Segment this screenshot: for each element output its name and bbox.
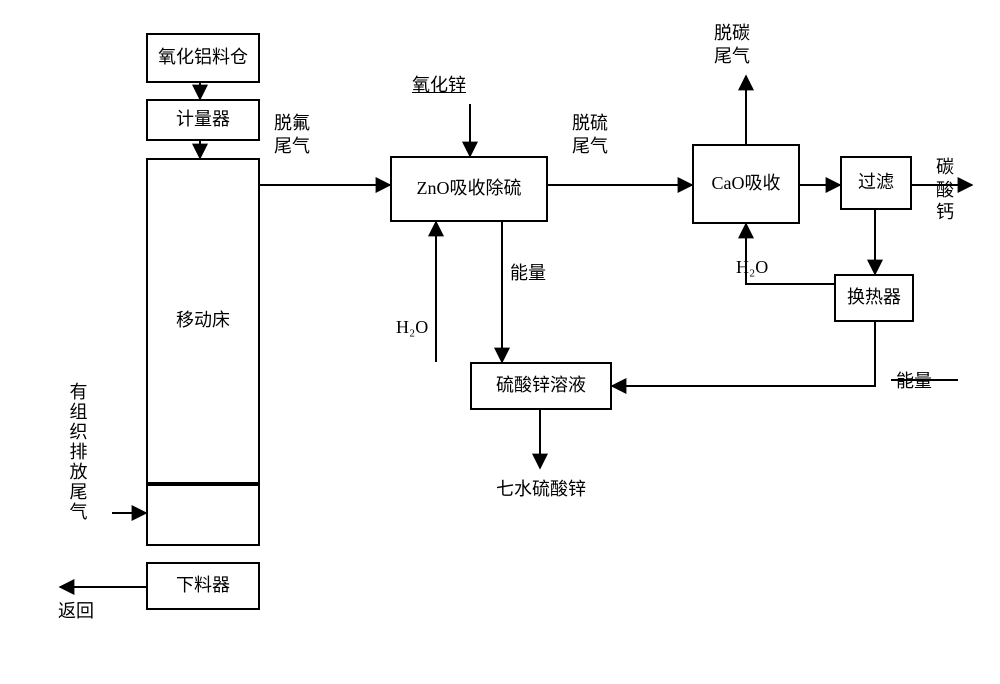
node-gap [146, 484, 260, 546]
des-gas-label: 脱硫 尾气 [572, 112, 608, 157]
meter-label: 计量器 [176, 108, 230, 131]
h2o1-label: H₂O [396, 316, 428, 339]
filter-label: 过滤 [858, 171, 894, 194]
node-zno: ZnO吸收除硫 [390, 156, 548, 222]
h2o2-label: H₂O [736, 256, 768, 279]
znsol-label: 硫酸锌溶液 [496, 374, 586, 397]
zno-label: ZnO吸收除硫 [417, 177, 522, 200]
cao-label: CaO吸收 [712, 172, 781, 195]
node-silo: 氧化铝料仓 [146, 33, 260, 83]
znso4-out-label: 七水硫酸锌 [496, 478, 586, 501]
hx-label: 换热器 [847, 286, 901, 309]
bed-label: 移动床 [176, 309, 230, 332]
node-bed: 移动床 [146, 158, 260, 484]
node-cao: CaO吸收 [692, 144, 800, 224]
silo-label: 氧化铝料仓 [158, 46, 248, 69]
return-label: 返回 [58, 600, 94, 623]
node-znsol: 硫酸锌溶液 [470, 362, 612, 410]
dec-gas-label: 脱碳 尾气 [714, 22, 750, 67]
def-gas-label: 脱氟 尾气 [274, 112, 310, 157]
energy1-label: 能量 [510, 262, 546, 285]
node-feeder: 下料器 [146, 562, 260, 610]
zno-in-label: 氧化锌 [412, 74, 466, 97]
feeder-label: 下料器 [176, 574, 230, 597]
energy2-label: 能量 [896, 370, 932, 393]
exhaust-in-label: 有组织排放尾气 [66, 372, 89, 532]
node-filter: 过滤 [840, 156, 912, 210]
node-meter: 计量器 [146, 99, 260, 141]
node-hx: 换热器 [834, 274, 914, 322]
caco3-label: 碳酸钙 [936, 156, 954, 224]
